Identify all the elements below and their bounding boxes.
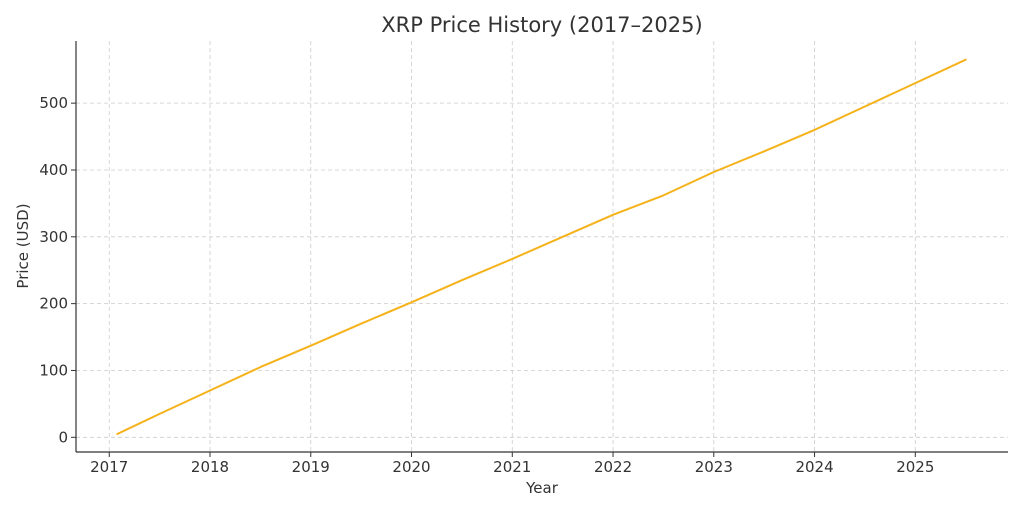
x-tick-label: 2019 [292,458,330,476]
x-tick-label: 2018 [191,458,229,476]
x-tick-label: 2023 [695,458,733,476]
x-tick-label: 2025 [896,458,934,476]
x-tick-label: 2021 [493,458,531,476]
axes-layer [75,41,1008,453]
y-tick-label: 300 [39,228,68,246]
y-tick-label: 100 [39,361,68,379]
ticks-layer: 2017 2018 2019 2020 2021 2022 2023 2024 2025 0 100… [39,94,934,476]
x-axis-label: Year [525,479,559,497]
x-tick-label: 2017 [90,458,128,476]
y-tick-label: 200 [39,295,68,313]
series-layer [116,58,967,435]
x-tick-label: 2020 [392,458,430,476]
y-tick-label: 500 [39,94,68,112]
y-axis-label: Price (USD) [14,203,32,288]
chart-title: XRP Price History (2017–2025) [381,13,702,37]
y-tick-label: 0 [58,428,68,446]
x-tick-label: 2024 [795,458,833,476]
price-series-line [116,58,967,435]
x-tick-label: 2022 [594,458,632,476]
y-tick-label: 400 [39,161,68,179]
grid-layer [76,41,1008,452]
